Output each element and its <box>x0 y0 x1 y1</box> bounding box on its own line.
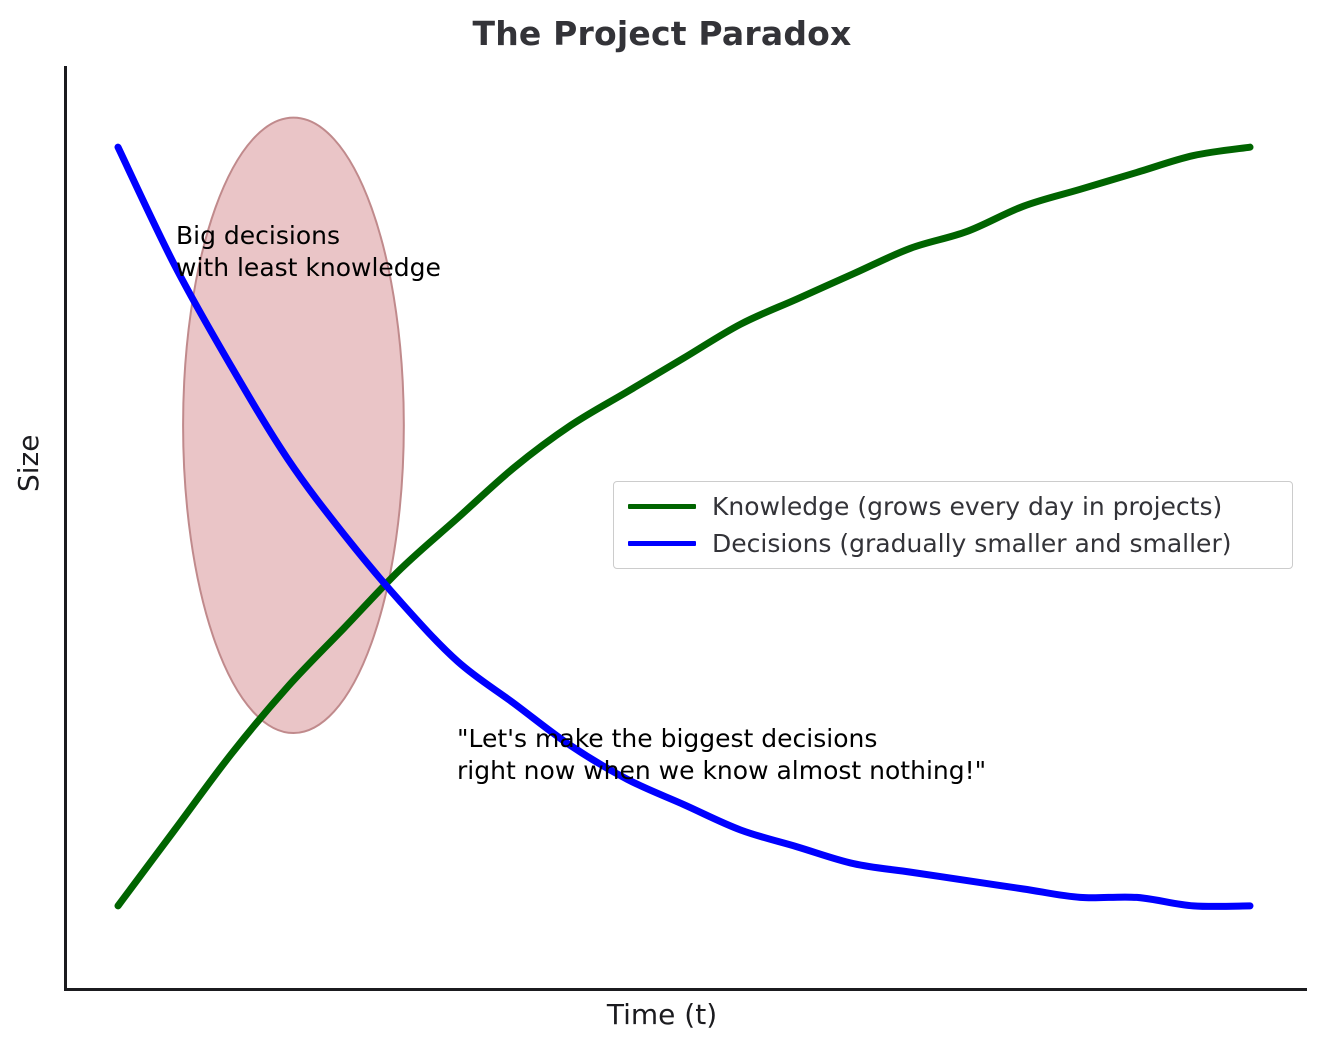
annotation-quote: "Let's make the biggest decisions right … <box>457 724 987 785</box>
legend-swatch-decisions <box>628 540 696 546</box>
y-axis-label: Size <box>12 434 45 492</box>
legend-label-decisions: Decisions (gradually smaller and smaller… <box>712 528 1232 558</box>
knowledge-curve <box>114 143 1254 910</box>
legend-item-decisions[interactable]: Decisions (gradually smaller and smaller… <box>628 529 1278 559</box>
legend: Knowledge (grows every day in projects) … <box>613 481 1293 569</box>
x-axis-label: Time (t) <box>606 998 718 1031</box>
annotation-big-decisions: Big decisions with least knowledge <box>176 221 441 282</box>
highlight-ellipse <box>182 116 405 735</box>
page-title: The Project Paradox <box>472 14 852 53</box>
legend-label-knowledge: Knowledge (grows every day in projects) <box>712 492 1223 522</box>
legend-item-knowledge[interactable]: Knowledge (grows every day in projects) <box>628 492 1278 522</box>
decisions-curve <box>114 143 1254 910</box>
legend-swatch-knowledge <box>628 504 696 510</box>
